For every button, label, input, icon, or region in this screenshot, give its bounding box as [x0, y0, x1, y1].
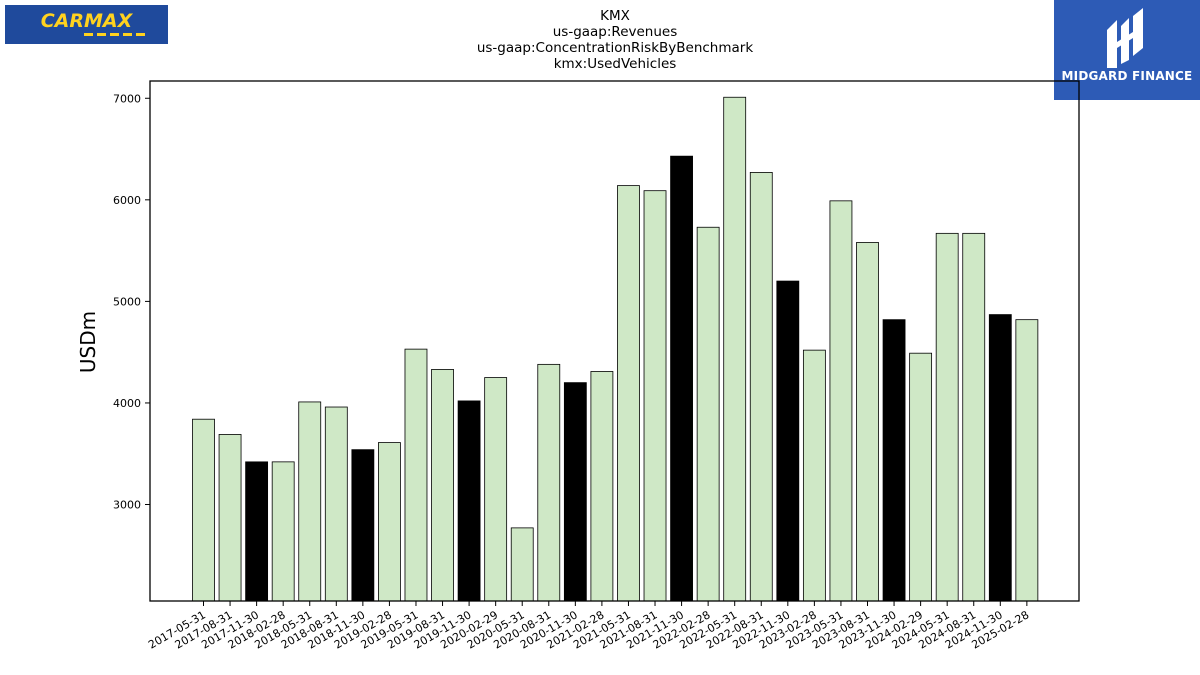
- bar: [537, 363, 561, 602]
- bar: [670, 155, 693, 602]
- bar: [590, 371, 614, 602]
- bar: [749, 172, 773, 602]
- bar: [723, 96, 747, 602]
- bar: [856, 242, 879, 602]
- midgard-finance-logo: MIDGARD FINANCE: [1054, 0, 1200, 100]
- midgard-logo-text: MIDGARD FINANCE: [1061, 69, 1193, 83]
- bar: [510, 527, 534, 602]
- bar: [802, 349, 826, 602]
- bar: [245, 461, 269, 602]
- y-axis: 3000 4000 5000 6000 7000: [113, 92, 150, 512]
- bar: [378, 442, 401, 602]
- bar: [298, 401, 322, 602]
- carmax-logo-dashes: [84, 33, 146, 36]
- bar: [882, 319, 906, 602]
- y-tick-label: 6000: [113, 194, 141, 207]
- carmax-logo-text: CARMAX: [40, 10, 133, 32]
- bar: [192, 418, 215, 602]
- bar: [935, 232, 959, 602]
- bar: [776, 280, 800, 602]
- bar: [909, 352, 933, 602]
- bar: [829, 200, 853, 602]
- bar: [696, 226, 720, 602]
- bar: [351, 449, 375, 602]
- chart-title-line: KMX: [600, 8, 630, 24]
- y-tick-label: 7000: [113, 92, 141, 105]
- bar: [271, 461, 295, 602]
- midgard-emblem-icon: [1107, 8, 1143, 68]
- bar: [484, 377, 508, 602]
- bar: [404, 348, 428, 602]
- bar: [962, 232, 986, 602]
- plot-frame: [149, 80, 1080, 602]
- y-tick-label: 5000: [113, 295, 141, 308]
- bar: [1015, 319, 1039, 602]
- bar: [218, 434, 242, 602]
- carmax-logo: CARMAX: [5, 5, 168, 44]
- y-tick-label: 3000: [113, 499, 141, 512]
- y-tick-label: 4000: [113, 397, 141, 410]
- x-axis: 2017-05-312017-08-312017-11-302018-02-28…: [146, 601, 1031, 652]
- bar: [563, 382, 587, 602]
- bar: [617, 185, 640, 602]
- bar: [643, 190, 667, 602]
- chart-title-line: kmx:UsedVehicles: [554, 56, 677, 72]
- y-axis-label: USDm: [76, 311, 100, 373]
- chart-title-line: us-gaap:Revenues: [553, 24, 678, 40]
- chart-title-line: us-gaap:ConcentrationRiskByBenchmark: [477, 40, 754, 56]
- bar: [431, 369, 454, 602]
- bar: [457, 400, 481, 602]
- chart-title: KMXus-gaap:Revenuesus-gaap:Concentration…: [477, 8, 754, 72]
- bars: [192, 96, 1039, 602]
- bar: [988, 314, 1012, 602]
- bar: [324, 406, 348, 602]
